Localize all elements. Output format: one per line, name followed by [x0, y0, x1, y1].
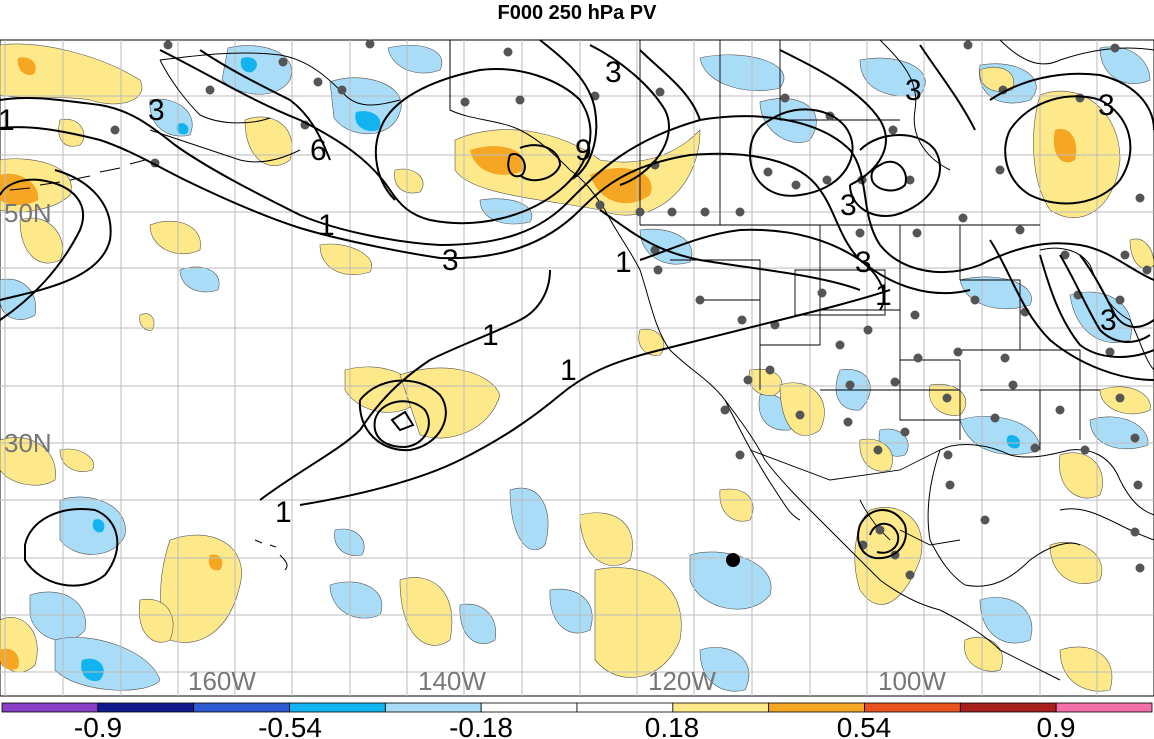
contour-label-3-c: 3	[605, 56, 622, 89]
contour-labels: 1 3 6 1 3 3 9 1 3 3 3 1 3 3 1 1 1	[0, 56, 1117, 529]
colorbar-swatch-2	[193, 702, 290, 713]
lon-label-100w: 100W	[878, 666, 946, 696]
colorbar-swatch-1	[97, 702, 195, 713]
colorbar-swatch-4	[384, 702, 482, 713]
lon-label-120w: 120W	[648, 666, 716, 696]
contour-label-3-b: 3	[442, 244, 459, 277]
contour-label-3-d: 3	[905, 74, 922, 107]
lon-label-160w: 160W	[188, 666, 256, 696]
colorbar-swatch-7	[672, 702, 770, 713]
contour-label-1-d: 1	[875, 279, 892, 312]
lat-label-30n: 30N	[4, 428, 52, 458]
contour-label-3-f: 3	[855, 246, 872, 279]
colorbar-swatch-11	[1055, 702, 1153, 713]
colorbar-label-neg-0-9: -0.9	[74, 712, 122, 739]
colorbar-swatch-0	[1, 702, 99, 713]
colorbar-swatch-8	[768, 702, 865, 713]
contour-label-1-f: 1	[560, 354, 577, 387]
lat-label-50n: 50N	[4, 198, 52, 228]
map-panel: 1 3 6 1 3 3 9 1 3 3 3 1 3 3 1 1 1 50N 30…	[0, 39, 1154, 697]
colorbar: -0.9 -0.54 -0.18 0.18 0.54 0.9	[1, 702, 1153, 739]
colorbar-swatches	[1, 702, 1153, 713]
contour-label-1-e: 1	[482, 319, 499, 352]
colorbar-label-0-54: 0.54	[837, 712, 892, 739]
colorbar-swatch-9	[864, 702, 961, 713]
political-borders	[639, 40, 1100, 546]
pv-contours	[0, 39, 1154, 587]
contour-label-1-b: 1	[318, 209, 335, 242]
colorbar-swatch-10	[959, 702, 1057, 713]
lon-label-140w: 140W	[418, 666, 486, 696]
graticule	[0, 40, 1154, 696]
colorbar-swatch-3	[289, 702, 386, 713]
contour-label-1-a: 1	[0, 104, 15, 137]
colorbar-label-0-9: 0.9	[1037, 712, 1076, 739]
colorbar-swatch-6	[576, 702, 674, 713]
contour-label-1-c: 1	[615, 246, 632, 279]
highlighted-station-marker	[726, 553, 740, 567]
contour-label-1-g: 1	[275, 496, 292, 529]
contour-label-3-h: 3	[1100, 304, 1117, 337]
contour-label-3-e: 3	[840, 189, 857, 222]
colorbar-label-neg-0-54: -0.54	[258, 712, 322, 739]
colorbar-label-0-18: 0.18	[645, 712, 700, 739]
colorbar-swatch-5	[480, 702, 578, 713]
coastlines	[9, 39, 1154, 681]
station-markers	[110, 39, 1152, 580]
contour-label-9: 9	[575, 134, 592, 167]
shading-strong-negative	[81, 57, 1021, 682]
contour-label-6-a: 6	[310, 134, 327, 167]
map-title: F000 250 hPa PV	[497, 2, 657, 24]
colorbar-label-neg-0-18: -0.18	[449, 712, 513, 739]
contour-label-3-a: 3	[148, 94, 165, 127]
contour-label-3-g: 3	[1098, 89, 1115, 122]
